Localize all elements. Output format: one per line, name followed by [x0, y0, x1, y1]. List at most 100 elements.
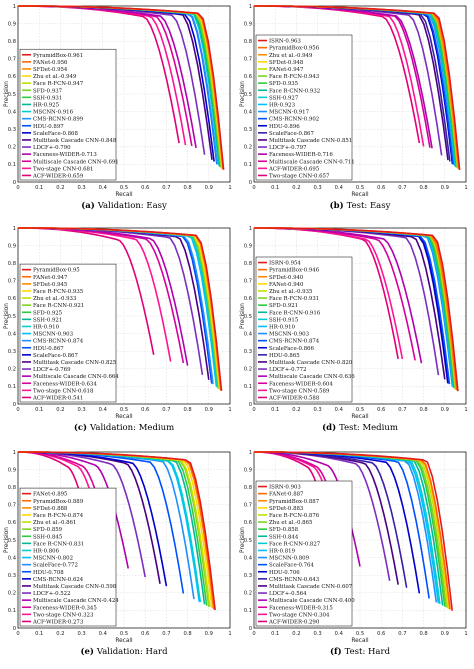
- y-tick-label: 0.2: [244, 367, 252, 373]
- legend-entry: HR-0.923: [269, 102, 296, 108]
- legend-entry: SFDet-0.883: [269, 506, 304, 512]
- legend-entry: Face R-CNN-0.916: [269, 310, 321, 316]
- legend-entry: Face R-FCN-0.876: [269, 513, 320, 519]
- legend: FANet-0.895PyramidBox-0.889SFDet-0.888Fa…: [19, 487, 119, 627]
- legend-entry: Multiscale Cascade CNN-0.400: [269, 598, 355, 604]
- x-tick-label: 0.3: [77, 407, 85, 413]
- legend-entry: Faceness-WIDER-0.634: [33, 381, 97, 387]
- legend-entry: Multitask Cascade CNN-0.820: [269, 360, 353, 366]
- y-tick-label: 0.9: [8, 21, 16, 27]
- x-tick-label: 0: [252, 185, 255, 191]
- x-tick-label: 0.2: [56, 631, 64, 637]
- legend-entry: SSH-0.845: [33, 534, 63, 540]
- x-tick-label: 0.7: [398, 631, 406, 637]
- legend-entry: LDCF+-0.769: [33, 367, 71, 373]
- legend-entry: Multitask Cascade CNN-0.848: [33, 138, 117, 144]
- legend-entry: SFD-0.921: [269, 303, 298, 309]
- legend-entry: Faceness-WIDER-0.713: [33, 152, 97, 158]
- series-lines: [17, 227, 223, 391]
- legend-entry: LDCF+-0.522: [33, 591, 71, 597]
- legend-entry: Multitask Cascade CNN-0.825: [33, 360, 117, 366]
- chart-panel: 0 0.1 0.2 0.3 0.4 0.5 0.6 0.7 0.8 0.9 1 0 0.1 0.2 0.3 0…: [240, 450, 468, 657]
- y-tick-label: 0.4: [244, 109, 253, 115]
- y-axis-label: Precision: [240, 527, 246, 553]
- x-tick-label: 1: [464, 185, 467, 191]
- legend-entry: CMS-RCNN-0.643: [269, 577, 320, 583]
- legend-entry: ScaleFace-0.867: [269, 131, 314, 137]
- legend-entry: LDCF+-0.797: [269, 145, 307, 151]
- plot-frame: [17, 227, 231, 405]
- legend-entry: Multiscale Cascade CNN-0.664: [33, 374, 119, 380]
- legend-entry: Two-stage CNN-0.681: [33, 166, 93, 172]
- x-axis-label: Recall: [115, 414, 133, 420]
- y-tick-label: 0.8: [244, 485, 252, 491]
- x-tick-label: 0.8: [419, 631, 427, 637]
- legend-entry: ScaleFace-0.772: [33, 563, 78, 569]
- legend-entry: HDU-0.865: [269, 353, 300, 359]
- legend-entry: SFDet-0.954: [33, 67, 68, 73]
- legend-entry: HR-0.819: [269, 548, 296, 554]
- legend: PyramidBox-0.961FANet-0.956SFDet-0.954Zh…: [19, 48, 119, 181]
- x-tick-label: 0.4: [99, 185, 108, 191]
- legend-entry: FANet-0.940: [269, 282, 304, 288]
- y-tick-label: 0.1: [8, 384, 16, 390]
- y-tick-label: 0.5: [8, 92, 16, 98]
- y-tick-label: 1: [13, 450, 16, 456]
- y-tick-label: 0.3: [8, 349, 16, 355]
- y-tick-label: 0.3: [8, 127, 16, 133]
- x-tick-label: 0.8: [183, 185, 191, 191]
- x-tick-label: 0.4: [335, 407, 344, 413]
- series-line: [254, 227, 459, 392]
- plot-frame: [253, 5, 467, 183]
- y-tick-label: 0.1: [8, 608, 16, 614]
- legend-entry: ISRN-0.903: [269, 485, 301, 491]
- y-tick-label: 0.1: [8, 162, 16, 168]
- panel-caption-label: (c): [74, 422, 90, 433]
- legend-box: [19, 263, 117, 403]
- x-tick-label: 0.1: [271, 407, 279, 413]
- chart-panel: 0 0.1 0.2 0.3 0.4 0.5 0.6 0.7 0.8 0.9 1 0 0.1 0.2 0.3 0…: [240, 4, 468, 211]
- legend-entry: CMS-RCNN-0.874: [269, 339, 320, 345]
- x-tick-label: 0.8: [419, 185, 427, 191]
- legend-box: [255, 34, 353, 181]
- y-tick-label: 0.4: [244, 555, 253, 561]
- x-tick-label: 1: [464, 631, 467, 637]
- legend-box: [255, 480, 353, 627]
- legend-entry: Zhu et al.-0.933: [33, 296, 77, 302]
- legend-entry: HR-0.910: [269, 324, 296, 330]
- panel-caption-label: (d): [322, 422, 339, 433]
- x-tick-label: 0.3: [77, 185, 85, 191]
- legend-entry: SFD-0.935: [269, 81, 299, 87]
- legend-entry: Multiscale Cascade CNN-0.691: [33, 159, 119, 165]
- y-tick-label: 0: [249, 626, 252, 632]
- y-tick-label: 0.5: [8, 314, 16, 320]
- y-tick-label: 0.3: [8, 573, 16, 579]
- x-tick-label: 0.3: [313, 407, 321, 413]
- legend-entry: PyramidBox-0.887: [269, 499, 320, 505]
- legend-entry: MSCNN-0.903: [269, 332, 310, 338]
- x-tick-label: 0.9: [441, 185, 449, 191]
- legend-entry: MSCNN-0.903: [33, 332, 74, 338]
- legend-entry: HDU-0.706: [269, 570, 300, 576]
- x-axis-label: Recall: [115, 638, 133, 644]
- legend-entry: Two-stage CNN-0.589: [269, 388, 330, 394]
- x-axis-label: Recall: [351, 192, 369, 198]
- y-tick-label: 0.5: [8, 538, 16, 544]
- x-tick-label: 0.5: [120, 631, 128, 637]
- legend-entry: Multiscale Cascade CNN-0.424: [33, 598, 119, 604]
- plot-frame: [253, 227, 467, 405]
- legend-entry: ScaleFace-0.764: [269, 563, 314, 569]
- x-tick-label: 0.6: [141, 631, 149, 637]
- x-tick-label: 0.9: [205, 185, 213, 191]
- plot-frame: [253, 451, 467, 629]
- legend-entry: Zhu et al.-0.949: [269, 53, 313, 59]
- y-tick-label: 0: [249, 402, 252, 408]
- panel-caption-text: Test: Medium: [339, 423, 398, 433]
- x-tick-label: 0.4: [99, 407, 108, 413]
- y-tick-label: 0.8: [8, 261, 16, 267]
- y-tick-label: 0.6: [244, 296, 252, 302]
- legend-entry: Zhu et al.-0.865: [269, 520, 313, 526]
- panel-caption: (d) Test: Medium: [322, 422, 398, 433]
